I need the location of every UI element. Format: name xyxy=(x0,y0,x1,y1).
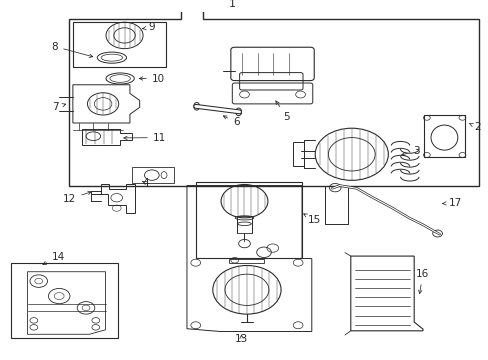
Text: 15: 15 xyxy=(303,214,321,225)
Text: 5: 5 xyxy=(275,101,289,122)
Bar xyxy=(132,167,173,183)
Text: 6: 6 xyxy=(223,116,239,127)
Bar xyxy=(11,263,118,338)
Text: 7: 7 xyxy=(53,102,65,112)
Text: 2: 2 xyxy=(468,122,480,132)
Text: 12: 12 xyxy=(63,191,91,204)
Text: 10: 10 xyxy=(139,73,164,84)
Text: 16: 16 xyxy=(415,269,428,294)
Text: 8: 8 xyxy=(52,41,93,58)
Text: 4: 4 xyxy=(142,178,148,188)
Text: 14: 14 xyxy=(43,252,65,265)
Bar xyxy=(423,115,465,157)
Text: 3: 3 xyxy=(401,146,419,156)
Text: 13: 13 xyxy=(234,334,248,344)
Bar xyxy=(228,258,264,263)
Text: 11: 11 xyxy=(123,132,166,143)
Bar xyxy=(293,142,304,166)
Text: 9: 9 xyxy=(142,22,154,32)
Bar xyxy=(195,182,302,258)
Text: 17: 17 xyxy=(442,198,461,208)
Bar xyxy=(237,216,251,233)
Text: 1: 1 xyxy=(228,0,235,9)
Bar xyxy=(73,22,166,67)
